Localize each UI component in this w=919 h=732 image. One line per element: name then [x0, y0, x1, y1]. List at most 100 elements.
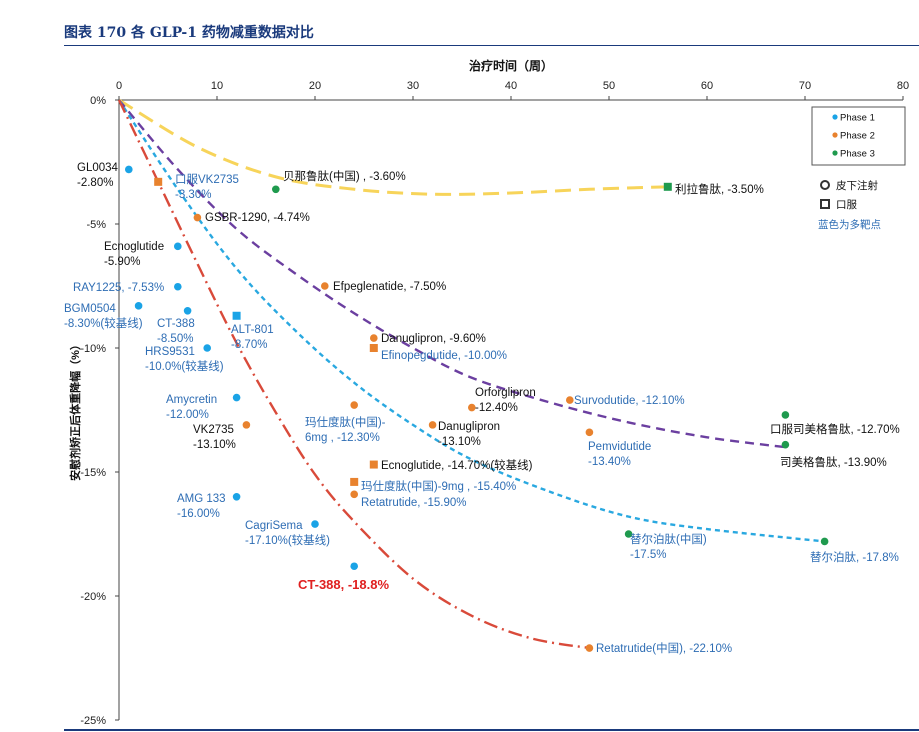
- y-tick-label: -25%: [80, 715, 106, 727]
- x-tick-label: 20: [309, 80, 321, 92]
- legend-circle-marker: [820, 180, 830, 190]
- data-label: 口服VK2735: [175, 173, 239, 186]
- data-point: [350, 401, 359, 409]
- x-tick-label: 30: [407, 80, 419, 92]
- data-label: Retatrutide, -15.90%: [361, 497, 466, 509]
- data-label: GSBR-1290, -4.74%: [205, 212, 310, 224]
- data-point-square: [232, 311, 241, 320]
- data-point: [781, 411, 790, 419]
- x-tick-label: 80: [897, 80, 909, 92]
- data-point-square: [663, 182, 672, 191]
- bottom-rule: [64, 729, 919, 731]
- data-label: 6mg , -12.30%: [305, 432, 380, 444]
- data-label: VK2735: [193, 424, 234, 436]
- data-label: Efinopegdutide, -10.00%: [381, 350, 507, 362]
- x-axis-title: 治疗时间（周）: [469, 58, 553, 73]
- legend-box: [811, 106, 906, 166]
- data-label: Amycretin: [166, 394, 217, 406]
- trend-line: [117, 99, 590, 650]
- data-label: BGM0504: [64, 303, 116, 315]
- data-label: -13.40%: [588, 456, 631, 468]
- data-label: Pemvidutide: [588, 441, 651, 453]
- data-label: GL0034: [77, 162, 119, 174]
- y-tick-label: -20%: [80, 591, 106, 603]
- data-point: [350, 490, 359, 499]
- data-label: -12.00%: [166, 409, 209, 421]
- y-tick-label: -15%: [80, 467, 106, 479]
- data-label: Danuglipron: [438, 421, 500, 433]
- data-label: 玛仕度肽(中国)-9mg , -15.40%: [361, 479, 516, 493]
- legend-phase-marker: [832, 132, 838, 138]
- trend-line: [118, 98, 668, 196]
- data-label: -5.90%: [104, 256, 140, 268]
- data-label: -8.70%: [231, 339, 267, 351]
- data-point: [781, 440, 790, 449]
- x-tick-label: 70: [799, 80, 811, 92]
- data-label: -10.0%(较基线): [145, 359, 224, 373]
- title-rule: [64, 45, 919, 46]
- data-point: [203, 344, 211, 352]
- y-tick-label: -10%: [80, 343, 106, 355]
- data-label: -2.80%: [77, 177, 113, 189]
- data-label: -17.10%(较基线): [245, 533, 330, 547]
- data-point: [242, 421, 251, 429]
- data-point: [566, 396, 574, 404]
- data-point: [311, 520, 319, 528]
- data-label: 口服司美格鲁肽, -12.70%: [770, 422, 900, 436]
- x-tick-label: 60: [701, 80, 713, 92]
- data-label: CT-388: [157, 318, 195, 330]
- x-tick-label: 50: [603, 80, 615, 92]
- data-label: Ecnoglutide: [104, 241, 164, 253]
- data-point: [321, 282, 329, 290]
- data-label: Orforglipron: [475, 387, 536, 399]
- data-labels: GL0034-2.80% 口服VK2735-3.30%贝那鲁肽(中国) , -3.…: [64, 162, 900, 655]
- data-label: Danuglipron, -9.60%: [381, 333, 486, 345]
- data-point: [370, 334, 378, 342]
- legend-phase-label: Phase 1: [840, 113, 875, 124]
- data-point: [183, 307, 192, 315]
- data-point: [624, 530, 633, 538]
- data-points: [125, 165, 829, 652]
- data-label: Survodutide, -12.10%: [574, 395, 685, 407]
- data-label: -3.30%: [175, 189, 211, 201]
- data-label: 替尔泊肽(中国): [630, 532, 707, 546]
- legend-phase-label: Phase 3: [840, 149, 875, 160]
- data-label: 贝那鲁肽(中国) , -3.60%: [283, 169, 406, 183]
- legend-note: 蓝色为多靶点: [818, 218, 881, 231]
- x-tick-label: 0: [116, 80, 122, 92]
- data-label: 司美格鲁肽, -13.90%: [780, 455, 887, 469]
- data-point: [428, 421, 437, 429]
- data-point: [193, 213, 202, 222]
- legend-square-marker: [820, 199, 830, 209]
- data-point: [134, 302, 143, 310]
- data-point: [585, 644, 594, 652]
- y-tick-label: 0%: [90, 95, 106, 107]
- legend-phase-marker: [832, 150, 838, 156]
- legend-phase-marker: [832, 114, 838, 120]
- data-label: HRS9531: [145, 346, 195, 358]
- data-point-square: [369, 344, 378, 352]
- data-label: 利拉鲁肽, -3.50%: [675, 182, 764, 196]
- data-label: Ecnoglutide, -14.70%(较基线): [381, 458, 533, 472]
- data-point: [232, 393, 241, 402]
- data-point: [174, 242, 182, 251]
- legend-route-label: 口服: [836, 199, 857, 211]
- data-label: RAY1225, -7.53%: [73, 282, 164, 294]
- data-label: -13.10%: [438, 436, 481, 448]
- data-label: -16.00%: [177, 508, 220, 520]
- data-point: [125, 165, 133, 174]
- data-label: CagriSema: [245, 520, 303, 532]
- data-label: -8.50%: [157, 333, 193, 345]
- data-label: -12.40%: [475, 402, 518, 414]
- data-point: [174, 282, 182, 291]
- trend-lines: [117, 98, 825, 650]
- data-label: -13.10%: [193, 439, 236, 451]
- data-label: 替尔泊肽, -17.8%: [810, 550, 899, 564]
- data-point: [820, 537, 829, 546]
- legend-phase-label: Phase 2: [840, 131, 875, 142]
- data-label: Retatrutide(中国), -22.10%: [596, 642, 732, 655]
- figure-title: 图表 170 各 GLP-1 药物减重数据对比: [64, 25, 314, 41]
- legend-route-label: 皮下注射: [836, 179, 878, 192]
